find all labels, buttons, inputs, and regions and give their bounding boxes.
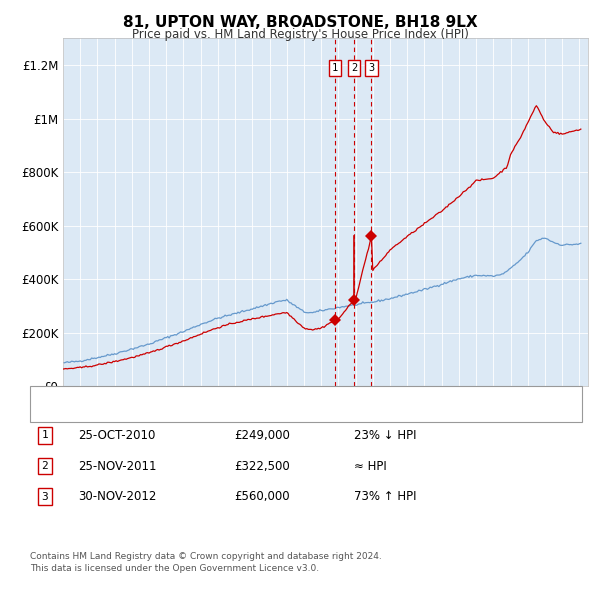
Text: 25-OCT-2010: 25-OCT-2010 xyxy=(78,429,155,442)
Text: £322,500: £322,500 xyxy=(234,460,290,473)
Text: 30-NOV-2012: 30-NOV-2012 xyxy=(78,490,157,503)
Text: £249,000: £249,000 xyxy=(234,429,290,442)
Text: 3: 3 xyxy=(41,492,49,502)
Text: HPI: Average price, detached house, Bournemouth Christchurch and Poole: HPI: Average price, detached house, Bour… xyxy=(79,408,467,418)
Text: Contains HM Land Registry data © Crown copyright and database right 2024.: Contains HM Land Registry data © Crown c… xyxy=(30,552,382,561)
Text: 2: 2 xyxy=(41,461,49,471)
Text: Price paid vs. HM Land Registry's House Price Index (HPI): Price paid vs. HM Land Registry's House … xyxy=(131,28,469,41)
Text: ≈ HPI: ≈ HPI xyxy=(354,460,387,473)
Text: This data is licensed under the Open Government Licence v3.0.: This data is licensed under the Open Gov… xyxy=(30,564,319,573)
Text: 1: 1 xyxy=(41,431,49,440)
Text: 3: 3 xyxy=(368,63,374,73)
Text: 2: 2 xyxy=(351,63,357,73)
Text: 25-NOV-2011: 25-NOV-2011 xyxy=(78,460,157,473)
Text: 81, UPTON WAY, BROADSTONE, BH18 9LX: 81, UPTON WAY, BROADSTONE, BH18 9LX xyxy=(122,15,478,30)
Text: 23% ↓ HPI: 23% ↓ HPI xyxy=(354,429,416,442)
Text: 81, UPTON WAY, BROADSTONE, BH18 9LX (detached house): 81, UPTON WAY, BROADSTONE, BH18 9LX (det… xyxy=(79,391,392,401)
Text: £560,000: £560,000 xyxy=(234,490,290,503)
Text: 1: 1 xyxy=(332,63,338,73)
Text: 73% ↑ HPI: 73% ↑ HPI xyxy=(354,490,416,503)
